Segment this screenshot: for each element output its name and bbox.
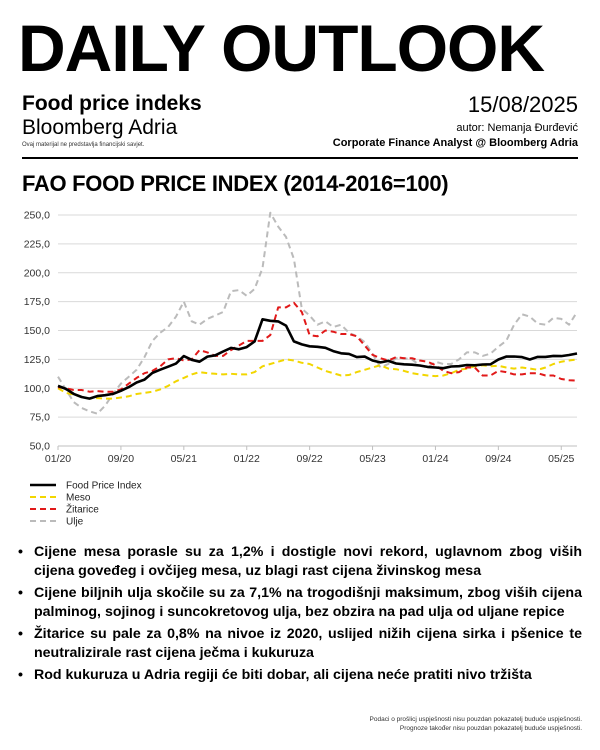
bullet-marker: • — [18, 544, 23, 560]
x-tick-label: 01/20 — [45, 453, 71, 465]
y-tick-label: 75,0 — [30, 412, 51, 424]
report-heading: Food price indeks Bloomberg Adria Ovaj m… — [22, 92, 202, 148]
x-tick-label: 09/24 — [485, 453, 511, 465]
series-line-0 — [57, 318, 578, 400]
report-meta: 15/08/2025 autor: Nemanja Đurđević Corpo… — [333, 92, 578, 149]
fao-price-chart: 50,0 75,0 100,0 125,0 150,0 175,0 200,0 225,0 25… — [24, 210, 578, 528]
y-tick-label: 200,0 — [24, 267, 50, 279]
x-tick-label: 05/21 — [171, 453, 197, 465]
footer-line-2: Prognoze također nisu pouzdan pokazatelj… — [399, 725, 582, 732]
x-tick-label: 01/22 — [234, 453, 260, 465]
author-role: Corporate Finance Analyst @ Bloomberg Ad… — [332, 137, 578, 149]
bullet-item: • Žitarice su pale za 0,8% na nivoe iz 20… — [18, 625, 582, 663]
bullet-marker: • — [18, 585, 23, 601]
legend-label: Ulje — [66, 517, 84, 528]
y-tick-label: 125,0 — [24, 354, 50, 366]
bullet-text: Cijene mesa porasle su za 1,2% i dostigl… — [34, 544, 582, 579]
masthead-title: DAILY OUTLOOK — [18, 11, 545, 85]
bullet-item: • Cijene mesa porasle su za 1,2% i dostig… — [18, 543, 582, 581]
report-title: Food price indeks — [22, 92, 202, 115]
x-tick-label: 05/23 — [359, 453, 385, 465]
legend-label: Food Price Index — [66, 481, 142, 492]
bullet-item: • Rod kukuruza u Adria regiji će biti dob… — [18, 666, 582, 685]
chart-title: FAO FOOD PRICE INDEX (2014-2016=100) — [22, 171, 449, 196]
x-tick-label: 09/20 — [108, 453, 134, 465]
x-tick-label: 01/24 — [422, 453, 448, 465]
author-line: autor: Nemanja Đurđević — [456, 122, 578, 134]
bullet-marker: • — [18, 667, 23, 683]
legend-label: Žitarice — [66, 503, 99, 516]
x-tick-label: 09/22 — [296, 453, 322, 465]
y-tick-label: 175,0 — [24, 296, 50, 308]
bullet-text: Rod kukuruza u Adria regiji će biti doba… — [34, 667, 532, 683]
x-tick-label: 05/25 — [548, 453, 574, 465]
y-tick-label: 225,0 — [24, 238, 50, 250]
bullet-list: • Cijene mesa porasle su za 1,2% i dostig… — [18, 543, 582, 688]
bullet-text: Cijene biljnih ulja skočile su za 7,1% n… — [34, 585, 582, 620]
footer-disclaimer: Podaci o prošlicj uspješnosti nisu pouzd… — [370, 715, 582, 733]
legend-label: Meso — [66, 493, 91, 504]
y-tick-label: 100,0 — [24, 383, 50, 395]
y-tick-label: 50,0 — [30, 441, 51, 453]
y-tick-label: 150,0 — [24, 325, 50, 337]
series-line-2 — [57, 301, 578, 393]
header-divider — [22, 157, 578, 159]
bullet-marker: • — [18, 626, 23, 642]
y-tick-label: 250,0 — [24, 210, 50, 222]
bullet-text: Žitarice su pale za 0,8% na nivoe iz 202… — [34, 626, 582, 661]
series-line-1 — [57, 358, 578, 400]
bullet-item: • Cijene biljnih ulja skočile su za 7,1% … — [18, 584, 582, 622]
report-date: 15/08/2025 — [467, 92, 578, 117]
brand-name: Bloomberg Adria — [22, 116, 178, 139]
small-disclaimer: Ovaj materijal ne predstavlja financijsk… — [22, 142, 145, 148]
series-line-3 — [57, 211, 578, 415]
footer-line-1: Podaci o prošlicj uspješnosti nisu pouzd… — [369, 716, 582, 723]
